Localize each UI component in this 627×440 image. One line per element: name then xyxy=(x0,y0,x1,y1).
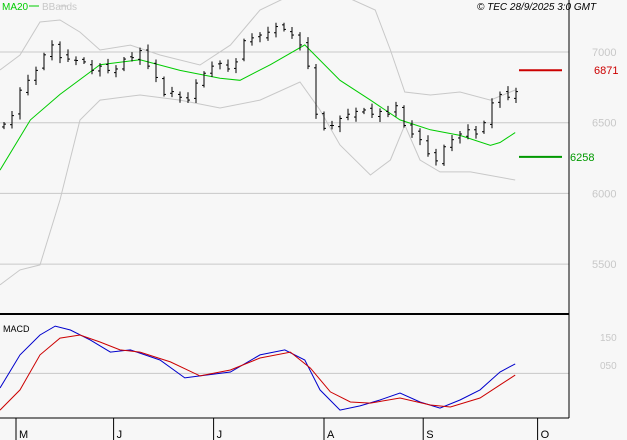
price-bar xyxy=(266,26,270,41)
price-bar xyxy=(82,57,86,65)
price-bar xyxy=(322,111,326,131)
price-bar xyxy=(18,87,22,120)
price-bar xyxy=(498,91,502,108)
price-bar xyxy=(146,44,150,70)
price-bar xyxy=(170,86,174,98)
price-bar xyxy=(362,107,366,115)
price-bar xyxy=(34,66,38,85)
price-bar xyxy=(58,41,62,64)
price-bar xyxy=(10,110,14,129)
price-bar xyxy=(250,33,254,46)
price-bar xyxy=(474,125,478,139)
price-bar xyxy=(434,148,438,166)
x-tick-label: S xyxy=(426,429,433,440)
price-bar xyxy=(394,101,398,117)
x-tick-label: A xyxy=(327,429,335,440)
price-bar xyxy=(466,124,470,140)
price-bar xyxy=(346,108,350,121)
macd-line xyxy=(0,325,516,411)
resistance-level-label: 6871 xyxy=(594,65,618,77)
x-tick-label: O xyxy=(541,429,550,440)
price-bar xyxy=(106,58,110,74)
price-bar xyxy=(194,79,198,104)
price-bar xyxy=(274,22,278,38)
price-bar xyxy=(154,59,158,83)
price-bar xyxy=(90,60,94,75)
price-bar xyxy=(314,64,318,119)
bband-upper-line xyxy=(0,0,516,101)
y-tick-label: 7000 xyxy=(592,47,616,59)
price-bar xyxy=(50,40,54,61)
price-bar xyxy=(242,38,246,62)
macd-y-tick-label: 050 xyxy=(600,361,617,372)
price-bar xyxy=(114,65,118,78)
macd-label: MACD xyxy=(3,324,30,334)
price-bar xyxy=(354,107,358,122)
price-bar xyxy=(234,58,238,74)
price-bar xyxy=(178,91,182,103)
price-bar xyxy=(98,63,102,77)
y-tick-label: 6500 xyxy=(592,118,616,130)
price-bar xyxy=(402,105,406,128)
price-bar xyxy=(450,135,454,152)
price-bar xyxy=(138,47,142,65)
price-bar xyxy=(378,108,382,122)
price-bar xyxy=(226,59,230,72)
price-bar xyxy=(298,32,302,51)
price-bar xyxy=(210,61,214,78)
price-bar xyxy=(418,128,422,146)
price-bar xyxy=(330,120,334,130)
price-bar xyxy=(66,49,70,63)
price-bar xyxy=(26,74,30,96)
price-bar xyxy=(74,56,78,66)
price-bar xyxy=(202,71,206,88)
price-bar xyxy=(186,92,190,104)
price-bar xyxy=(410,120,414,138)
price-bar xyxy=(122,56,126,72)
legend-bbands: BBands xyxy=(42,2,77,13)
price-bar xyxy=(490,98,494,129)
bband-lower-line xyxy=(0,81,516,286)
x-tick-label: M xyxy=(19,429,28,440)
price-bar xyxy=(506,86,510,101)
price-bar xyxy=(258,32,262,43)
copyright-timestamp: © TEC 28/9/2025 3:0 GMT xyxy=(477,2,597,13)
macd-y-tick-label: 150 xyxy=(600,333,617,344)
price-bar xyxy=(442,144,446,166)
legend-ma20: MA20 xyxy=(2,2,29,13)
price-bar xyxy=(514,87,518,104)
price-bar xyxy=(42,52,46,71)
price-bar xyxy=(130,52,134,62)
price-bar xyxy=(290,26,294,39)
price-bar xyxy=(2,121,6,130)
price-bar xyxy=(282,22,286,32)
price-bar xyxy=(306,37,310,70)
price-bar xyxy=(458,131,462,144)
x-tick-label: J xyxy=(117,429,123,440)
ma20-line xyxy=(0,44,516,171)
price-bar xyxy=(426,135,430,157)
price-bar xyxy=(338,115,342,133)
price-bar xyxy=(162,76,166,97)
price-bar xyxy=(370,103,374,119)
support-level-label: 6258 xyxy=(570,152,594,164)
x-tick-label: J xyxy=(217,429,223,440)
price-bar xyxy=(386,105,390,118)
price-bar xyxy=(218,60,222,70)
y-tick-label: 5500 xyxy=(592,259,616,271)
signal-line xyxy=(0,334,516,411)
price-bar xyxy=(482,120,486,134)
y-tick-label: 6000 xyxy=(592,188,616,200)
